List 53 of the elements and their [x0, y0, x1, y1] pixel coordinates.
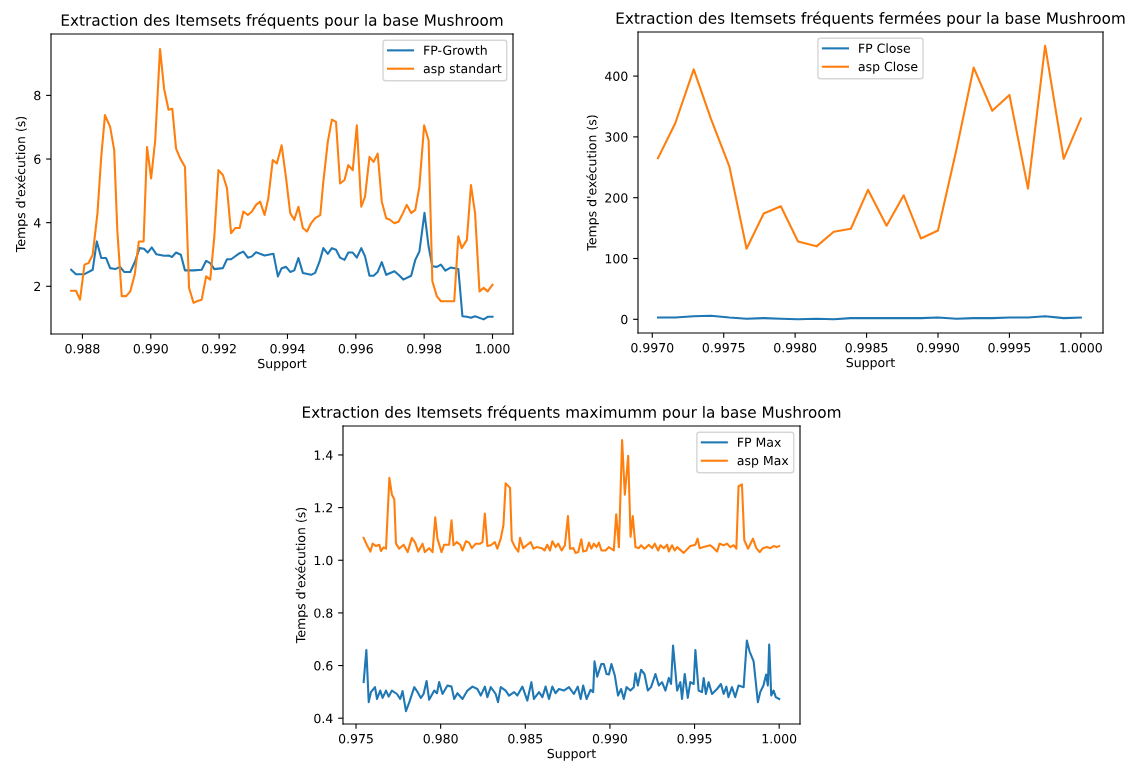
x-tick-label: 0.9970	[631, 342, 674, 353]
legend-label: FP Max	[738, 437, 781, 447]
x-tick-label: 0.9985	[845, 342, 888, 353]
x-tick-label: 0.9995	[988, 342, 1031, 353]
y-tick-label: 200	[605, 193, 628, 203]
legend-label: FP-Growth	[424, 45, 487, 55]
y-axis-title: Temps d'exécution (s)	[586, 115, 599, 251]
x-tick-label: 0.996	[338, 343, 373, 354]
line-series	[70, 211, 494, 321]
legend-label: FP Close	[859, 43, 911, 53]
x-tick-label: 0.980	[423, 733, 458, 744]
y-tick-label: 1.2	[314, 503, 333, 513]
x-tick-label: 0.995	[677, 733, 712, 744]
x-tick-label: 1.000	[475, 343, 510, 354]
y-tick-label: 4	[33, 218, 41, 228]
legend-label: asp Close	[858, 61, 918, 74]
y-axis-title: Temps d'exécution (s)	[15, 116, 28, 253]
legend-label: asp standart	[423, 63, 502, 76]
chart-title: Extraction des Itemsets fréquents fermées pour la base Mushroom	[616, 11, 1125, 27]
x-tick-label: 0.994	[270, 343, 305, 354]
x-tick-label: 0.988	[65, 343, 100, 354]
y-axis-title: Temps d'exécution (s)	[295, 507, 308, 644]
y-tick-label: 300	[605, 132, 628, 142]
y-tick-label: 100	[605, 253, 628, 264]
x-tick-label: 1.0000	[1060, 342, 1102, 353]
y-tick-label: 2	[34, 281, 41, 292]
x-tick-label: 0.9990	[916, 342, 960, 353]
legend-label: asp Max	[737, 455, 789, 468]
chart-title: Extraction des Itemsets fréquents maximumm pour la base Mushroom	[302, 405, 841, 421]
x-tick-label: 0.975	[338, 733, 373, 744]
y-tick-label: 1.4	[314, 450, 333, 460]
line-series	[656, 44, 1082, 250]
line-series	[362, 639, 781, 713]
y-tick-label: 0.8	[314, 608, 333, 618]
x-axis-title: Support	[547, 748, 596, 761]
x-axis-title: Support	[258, 358, 307, 371]
x-tick-label: 0.990	[133, 343, 168, 354]
x-tick-label: 1.000	[762, 733, 797, 744]
x-tick-label: 0.992	[202, 343, 236, 354]
y-tick-label: 1.0	[314, 555, 333, 566]
chart-title: Extraction des Itemsets fréquents pour la base Mushroom	[61, 13, 503, 29]
y-tick-label: 0	[621, 314, 628, 325]
x-tick-label: 0.985	[508, 733, 543, 744]
y-tick-label: 0.4	[314, 713, 333, 724]
y-tick-label: 0.6	[314, 661, 333, 671]
x-axis-title: Support	[846, 357, 895, 370]
y-tick-label: 400	[605, 71, 628, 82]
y-tick-label: 8	[34, 90, 41, 101]
x-tick-label: 0.990	[592, 733, 627, 744]
x-tick-label: 0.9975	[702, 342, 745, 353]
x-tick-label: 0.998	[407, 343, 442, 354]
y-tick-label: 6	[34, 154, 41, 164]
x-tick-label: 0.9980	[774, 342, 817, 353]
